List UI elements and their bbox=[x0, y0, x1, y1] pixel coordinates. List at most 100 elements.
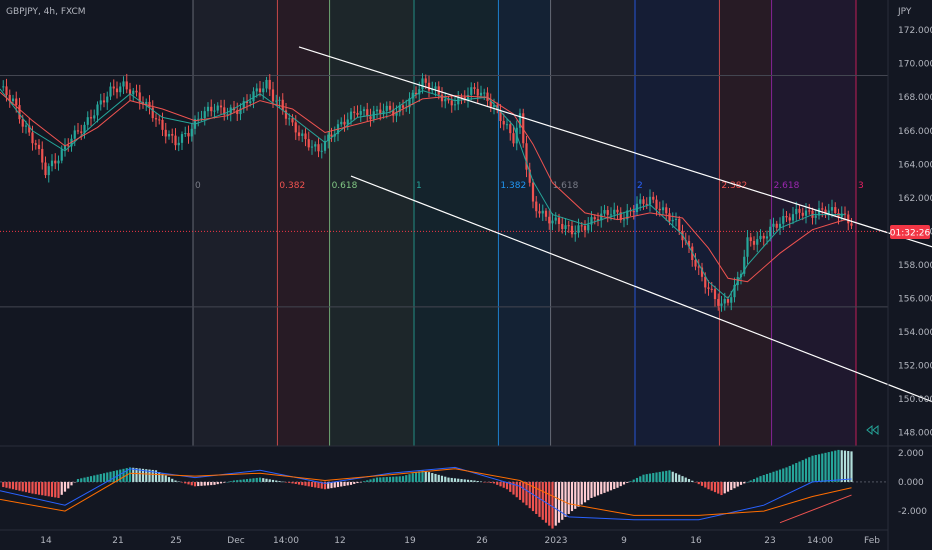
candle-body bbox=[762, 235, 765, 239]
histogram-bar bbox=[814, 455, 817, 482]
histogram-bar bbox=[765, 473, 769, 482]
candle-body bbox=[219, 105, 223, 108]
candle-body bbox=[47, 166, 50, 176]
histogram-bar bbox=[424, 471, 427, 482]
histogram-bar bbox=[291, 481, 294, 484]
candle-body bbox=[148, 101, 151, 108]
candle-body bbox=[834, 207, 837, 214]
candle-body bbox=[57, 160, 60, 164]
fib-zone-label: 0.382 bbox=[279, 181, 305, 191]
candle-body bbox=[106, 96, 109, 103]
candle-body bbox=[2, 86, 5, 88]
candle-body bbox=[554, 217, 557, 221]
candle-body bbox=[450, 100, 453, 106]
candle-body bbox=[808, 210, 811, 212]
price-series[interactable] bbox=[2, 73, 853, 312]
fib-zone-label: 3 bbox=[858, 181, 864, 191]
histogram-bar bbox=[603, 481, 606, 493]
histogram-bar bbox=[769, 472, 772, 482]
histogram-bar bbox=[161, 473, 164, 482]
candle-body bbox=[135, 90, 138, 93]
candle-body bbox=[830, 207, 834, 211]
candle-body bbox=[827, 210, 830, 214]
histogram-bar bbox=[509, 481, 512, 492]
fib-zone-band bbox=[329, 0, 414, 446]
histogram-bar bbox=[73, 481, 76, 483]
price-tick-label: 152.000 bbox=[898, 362, 932, 372]
histogram-bar bbox=[333, 481, 336, 488]
histogram-bar bbox=[132, 467, 135, 482]
channel-lines[interactable] bbox=[298, 46, 932, 421]
histogram-bar bbox=[717, 481, 720, 494]
fib-zone-band bbox=[277, 0, 330, 446]
candle-body bbox=[814, 215, 817, 218]
time-tick-label: 16 bbox=[690, 536, 702, 546]
candle-body bbox=[102, 100, 106, 103]
oscillator-pane[interactable] bbox=[0, 449, 888, 529]
fib-zone-label: 2.382 bbox=[721, 181, 747, 191]
histogram-bar bbox=[278, 481, 281, 482]
histogram-bar bbox=[642, 474, 645, 482]
fib-zone-label: 0 bbox=[195, 181, 201, 191]
candle-body bbox=[694, 260, 697, 267]
candle-body bbox=[190, 128, 193, 137]
candle-body bbox=[687, 240, 691, 247]
histogram-bar bbox=[788, 465, 791, 482]
histogram-bar bbox=[762, 475, 765, 482]
histogram-bar bbox=[15, 481, 18, 490]
histogram-bar bbox=[18, 481, 21, 491]
histogram-bar bbox=[366, 480, 369, 482]
histogram-bar bbox=[557, 481, 561, 523]
candle-body bbox=[639, 199, 642, 204]
histogram-bar bbox=[197, 481, 200, 487]
histogram-bar bbox=[499, 481, 502, 487]
time-tick-label: 12 bbox=[334, 536, 345, 546]
histogram-bar bbox=[200, 481, 203, 486]
time-axis[interactable]: 14 21 25 Dec 14:00 12 19 26 2023 9 16 23 14:00 Feb bbox=[40, 536, 880, 546]
candle-body bbox=[112, 86, 115, 89]
candle-body bbox=[548, 216, 551, 224]
time-tick-label: 25 bbox=[170, 536, 181, 546]
candle-body bbox=[697, 266, 700, 268]
candle-body bbox=[434, 86, 437, 89]
fib-zone-label: 2 bbox=[637, 181, 643, 191]
histogram-bar bbox=[674, 473, 678, 482]
candle-body bbox=[161, 119, 164, 130]
histogram-bar bbox=[5, 481, 8, 488]
replay-icon[interactable] bbox=[866, 424, 879, 436]
histogram-bar bbox=[772, 471, 775, 482]
candle-body bbox=[528, 169, 531, 183]
histogram-bar bbox=[483, 481, 486, 483]
histogram-bar bbox=[730, 481, 733, 490]
candle-body bbox=[518, 113, 522, 128]
histogram-bar bbox=[635, 477, 639, 482]
histogram-bar bbox=[837, 449, 840, 482]
last-price-tag-bg bbox=[890, 225, 930, 239]
candle-body bbox=[453, 104, 457, 106]
symbol-label[interactable]: GBPJPY, 4h, FXCM bbox=[6, 7, 86, 17]
histogram-bar bbox=[746, 481, 749, 483]
histogram-bar bbox=[223, 481, 226, 483]
candle-body bbox=[164, 129, 167, 137]
candle-body bbox=[284, 110, 288, 119]
signal-line bbox=[0, 468, 852, 516]
candle-body bbox=[512, 133, 515, 144]
histogram-bar bbox=[782, 468, 785, 482]
candle-body bbox=[531, 182, 535, 202]
candle-body bbox=[223, 107, 226, 115]
channel-lower-line[interactable] bbox=[350, 175, 932, 421]
histogram-bar bbox=[512, 481, 515, 495]
price-tick-label: 162.000 bbox=[898, 194, 932, 204]
histogram-bar bbox=[187, 481, 190, 485]
candle-body bbox=[317, 144, 320, 152]
channel-upper-line[interactable] bbox=[298, 46, 932, 258]
candle-body bbox=[294, 122, 297, 133]
histogram-bar bbox=[268, 479, 271, 482]
histogram-bar bbox=[632, 479, 635, 482]
candle-body bbox=[746, 237, 749, 257]
time-tick-label: 19 bbox=[404, 536, 416, 546]
candle-body bbox=[184, 133, 187, 135]
histogram-bar bbox=[119, 469, 122, 482]
